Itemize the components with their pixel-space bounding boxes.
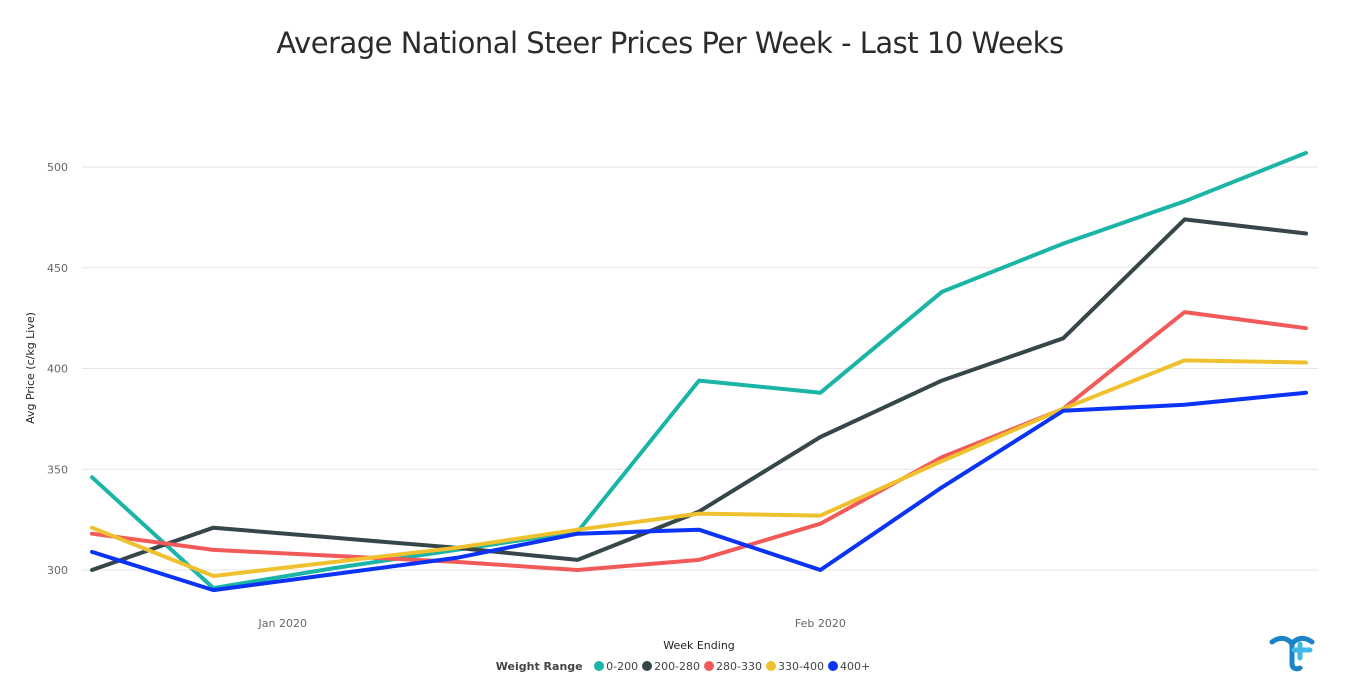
legend-swatch [704,661,715,671]
legend-label: 280-330 [716,660,763,673]
series-line-280-330[interactable] [90,310,1308,572]
x-tick-label: Feb 2020 [795,617,846,630]
y-tick-label: 350 [47,463,68,476]
chart-title: Average National Steer Prices Per Week -… [276,26,1064,60]
legend-item[interactable]: 400+ [827,660,871,673]
series-lines [90,150,1308,593]
series-line-330-400[interactable] [90,358,1308,578]
y-axis-ticks: 300 350 400 450 500 [47,161,68,577]
legend-swatch [642,661,653,671]
legend-label: 0-200 [606,660,639,673]
legend-items: 0-200 200-280 280-330 330-400 400+ [594,660,874,673]
legend-item[interactable]: 280-330 [704,660,762,673]
y-tick-label: 300 [47,564,68,577]
legend-label: 400+ [839,660,871,673]
y-axis-title: Avg Price (c/kg Live) [24,312,37,424]
legend-title: Weight Range [495,660,583,673]
y-tick-label: 400 [47,363,68,376]
legend-swatch [594,661,605,671]
series-line-400+[interactable] [90,390,1308,593]
x-tick-label: Jan 2020 [258,617,307,630]
legend: Weight Range 0-200 200-280 280-330 330-400 4… [0,660,1370,673]
x-axis-title: Week Ending [663,639,735,652]
legend-swatch [766,661,777,671]
legend-item[interactable]: 0-200 [594,660,638,673]
brand-logo-icon [1269,635,1315,672]
legend-swatch [827,661,838,671]
y-tick-label: 500 [47,161,68,174]
y-tick-label: 450 [47,262,68,275]
series-line-0-200[interactable] [90,150,1308,591]
legend-item[interactable]: 200-280 [642,660,700,673]
legend-label: 330-400 [778,660,824,673]
legend-item[interactable]: 330-400 [766,660,824,673]
series-line-200-280[interactable] [90,217,1308,572]
x-axis-ticks: Jan 2020 Feb 2020 [258,617,846,630]
legend-label: 200-280 [654,660,701,673]
